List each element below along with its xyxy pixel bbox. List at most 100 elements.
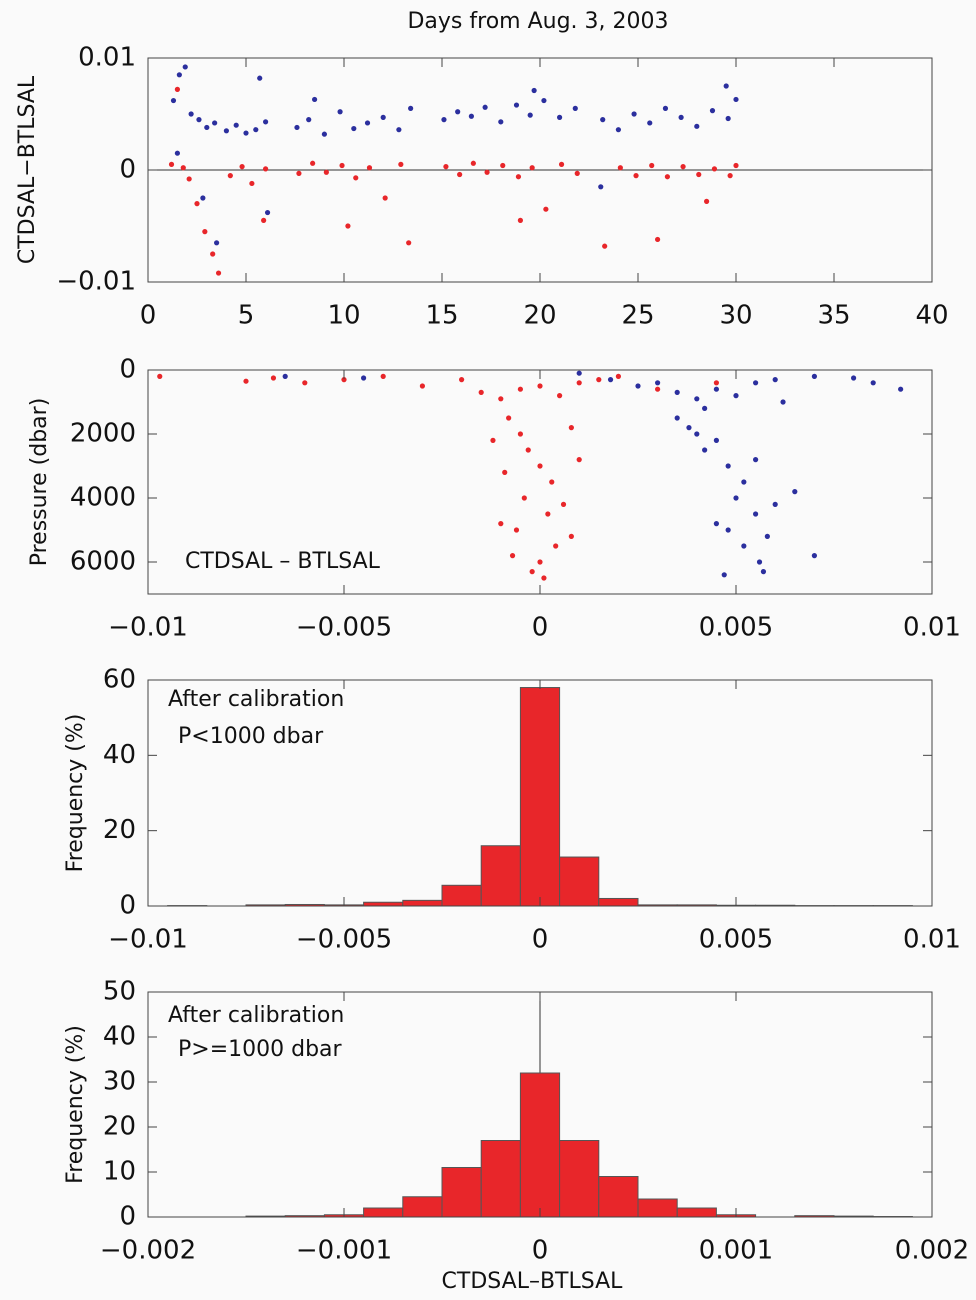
bar [519, 687, 561, 907]
point [674, 389, 680, 395]
point [441, 117, 447, 123]
point [541, 575, 547, 581]
x-tick-label: 0 [532, 1236, 549, 1266]
x-tick-label: −0.005 [296, 925, 392, 955]
point [541, 97, 547, 104]
point [696, 171, 702, 178]
point [498, 396, 504, 402]
point [702, 447, 708, 453]
point [455, 109, 461, 115]
x-tick-label: 0 [532, 613, 549, 643]
x-tick-label: −0.01 [108, 925, 188, 955]
point [655, 380, 661, 386]
point [647, 120, 653, 126]
point [215, 270, 222, 276]
point [263, 166, 269, 172]
point [302, 380, 308, 386]
x-tick-label: 10 [327, 301, 360, 331]
point [711, 166, 718, 172]
point [406, 240, 412, 246]
x-axis-label: CTDSAL–BTLSAL [442, 1269, 624, 1294]
bar [559, 856, 600, 907]
x-tick-label: −0.001 [296, 1236, 392, 1266]
y-axis-label: Frequency (%) [63, 714, 88, 873]
point [498, 119, 504, 125]
bar [480, 1140, 521, 1218]
x-tick-label: 0.005 [699, 613, 773, 643]
point [339, 162, 345, 169]
point [733, 393, 739, 399]
point [635, 383, 641, 389]
y-tick-label: 6000 [70, 547, 136, 577]
point [517, 217, 524, 223]
x-tick-label: −0.01 [108, 613, 188, 643]
point [664, 174, 671, 180]
point [694, 431, 700, 437]
point [898, 386, 904, 392]
point [196, 117, 202, 123]
point [851, 375, 857, 381]
point [545, 511, 551, 517]
point [517, 386, 524, 392]
y-axis-label: CTDSAL−BTLSAL [15, 75, 40, 264]
point [188, 111, 194, 117]
point [498, 521, 504, 527]
point [753, 511, 759, 517]
point [741, 543, 747, 549]
point [180, 165, 186, 171]
point [457, 171, 463, 178]
bar [441, 1167, 482, 1218]
y-tick-label: 0.01 [78, 43, 136, 73]
bar [402, 899, 443, 907]
point [513, 102, 520, 108]
point [678, 114, 684, 120]
point [459, 377, 465, 383]
point [170, 97, 177, 104]
point [723, 83, 729, 89]
y-tick-label: 30 [103, 1067, 136, 1097]
point [600, 117, 606, 123]
point [484, 169, 490, 175]
bar [402, 1196, 443, 1218]
x-tick-label: 0.002 [895, 1236, 969, 1266]
point [725, 527, 731, 533]
x-tick-label: 40 [915, 301, 948, 331]
point [811, 553, 818, 559]
point [468, 113, 474, 119]
point [294, 124, 300, 131]
point [531, 87, 537, 94]
point [598, 184, 604, 190]
point [602, 243, 608, 249]
point [310, 160, 316, 166]
point [243, 130, 249, 136]
point [553, 543, 559, 549]
point [756, 559, 763, 565]
point [506, 415, 512, 421]
y-tick-label: 20 [103, 815, 136, 845]
bar [598, 1176, 639, 1218]
x-tick-label: 30 [719, 301, 752, 331]
point [572, 105, 578, 111]
point [341, 377, 347, 383]
point [398, 161, 404, 167]
point [662, 105, 669, 111]
point [615, 127, 622, 133]
annotation: After calibration [168, 687, 344, 712]
point [174, 150, 180, 156]
point [780, 399, 786, 405]
point [568, 425, 574, 431]
point [733, 96, 739, 103]
point [502, 469, 508, 475]
x-tick-label: 0 [140, 301, 157, 331]
point [525, 447, 531, 453]
point [760, 569, 767, 575]
point [515, 174, 522, 180]
y-axis-label: Pressure (dbar) [27, 398, 52, 567]
point [380, 373, 386, 379]
point [549, 479, 555, 485]
point [713, 386, 720, 392]
point [537, 383, 543, 389]
chart-title: Days from Aug. 3, 2003 [407, 9, 668, 34]
bar [480, 845, 521, 907]
